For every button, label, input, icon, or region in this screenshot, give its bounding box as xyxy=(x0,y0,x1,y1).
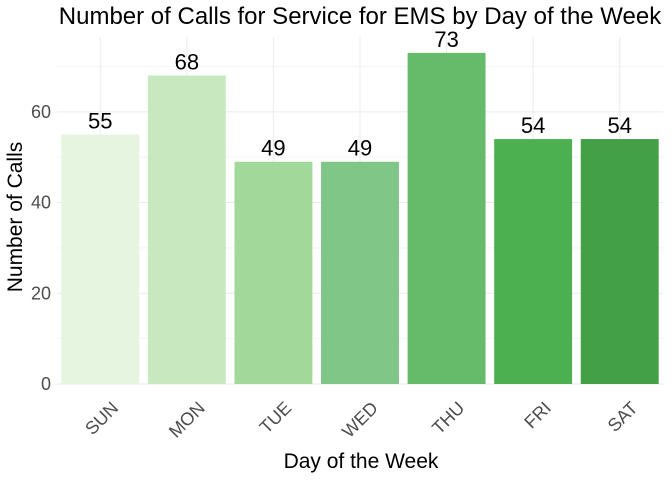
bar-value-label: 68 xyxy=(175,50,199,75)
bar-tue xyxy=(234,161,313,384)
bar-sun xyxy=(61,134,140,384)
bar-value-label: 73 xyxy=(434,27,458,52)
x-tick-label: MON xyxy=(165,398,209,442)
bar-wed xyxy=(321,161,399,384)
bar-value-label: 49 xyxy=(261,136,285,161)
x-tick-label: SAT xyxy=(604,398,642,436)
bar-mon xyxy=(147,75,226,385)
bar-fri xyxy=(494,139,573,384)
x-tick-label: FRI xyxy=(520,398,555,433)
bar-value-label: 54 xyxy=(521,113,545,138)
bar-value-label: 55 xyxy=(88,109,112,134)
bar-thu xyxy=(407,52,486,384)
y-tick-label: 60 xyxy=(31,102,51,122)
y-tick-label: 20 xyxy=(31,283,51,303)
y-axis-title: Number of Calls xyxy=(4,142,27,293)
x-tick-label: SUN xyxy=(81,398,122,439)
bar-value-labels: 55 68 49 49 73 54 54 xyxy=(88,27,632,161)
y-tick-label: 0 xyxy=(41,374,51,394)
x-tick-label: WED xyxy=(338,398,382,442)
x-tick-label: THU xyxy=(428,398,468,438)
chart-title: Number of Calls for Service for EMS by D… xyxy=(59,3,662,30)
x-tick-label: TUE xyxy=(256,398,296,438)
bar-value-label: 49 xyxy=(348,136,372,161)
y-axis-ticks: 0 20 40 60 xyxy=(31,102,51,394)
x-axis-ticks: SUN MON TUE WED THU FRI SAT xyxy=(81,398,641,442)
bar-value-label: 54 xyxy=(607,113,631,138)
x-axis-title: Day of the Week xyxy=(284,450,439,473)
bar-sat xyxy=(580,139,659,384)
bars-group xyxy=(61,52,659,385)
y-tick-label: 40 xyxy=(31,193,51,213)
